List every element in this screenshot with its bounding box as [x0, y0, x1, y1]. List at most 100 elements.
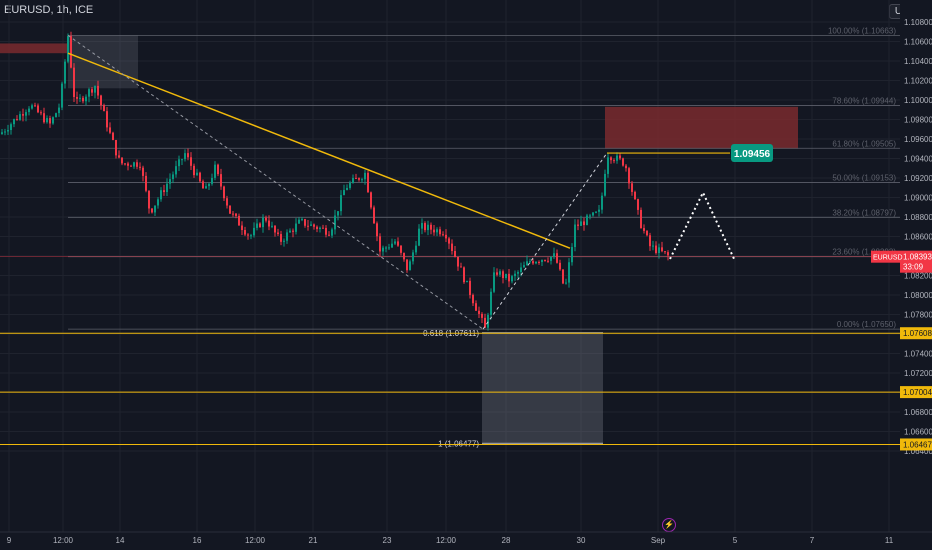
candle-body: [493, 272, 495, 292]
candle-body: [469, 280, 471, 295]
candle-body: [301, 219, 303, 221]
time-tick-label: 28: [502, 536, 511, 545]
candle-body: [154, 205, 156, 213]
candle-body: [133, 162, 135, 167]
level-price-tag-text: 1.07004: [903, 388, 932, 397]
candle-body: [556, 253, 558, 263]
candle-body: [655, 245, 657, 254]
candle-body: [490, 291, 492, 315]
candle-body: [298, 219, 300, 224]
candle-body: [295, 223, 297, 232]
candle-body: [211, 177, 213, 184]
trendline: [67, 52, 571, 249]
price-tick-label: 1.10400: [904, 57, 932, 66]
candle-body: [118, 155, 120, 158]
candle-body: [109, 127, 111, 133]
time-tick-label: 23: [383, 536, 392, 545]
price-tick-label: 1.10600: [904, 38, 932, 47]
candle-body: [454, 250, 456, 257]
candle-body: [514, 273, 516, 277]
price-tick-label: 1.10200: [904, 77, 932, 86]
candle-body: [19, 114, 21, 120]
candle-body: [526, 261, 528, 266]
price-tick-label: 1.09600: [904, 135, 932, 144]
symbol-title[interactable]: EURUSD, 1h, ICE: [4, 4, 94, 16]
candle-body: [229, 205, 231, 214]
candle-body: [46, 118, 48, 123]
current-price-countdown: 33:09: [903, 263, 924, 272]
supply-zone-left: [0, 43, 68, 54]
time-tick-label: 11: [885, 536, 894, 545]
candle-body: [232, 213, 234, 215]
candle-body: [445, 234, 447, 239]
candle-body: [478, 310, 480, 314]
candle-body: [142, 167, 144, 176]
fib-retracement-label: 78.60% (1.09944): [832, 96, 896, 105]
candle-body: [259, 223, 261, 228]
candle-body: [628, 168, 630, 184]
current-price-value: 1.08393: [903, 253, 932, 262]
candle-body: [100, 95, 102, 106]
fib-retracement-label: 50.00% (1.09153): [832, 174, 896, 183]
candle-body: [184, 153, 186, 160]
candle-body: [334, 215, 336, 230]
supply-zone-right: [605, 106, 798, 149]
price-tick-label: 1.10000: [904, 96, 932, 105]
candle-body: [136, 162, 138, 167]
candle-body: [82, 97, 84, 102]
candle-body: [586, 215, 588, 226]
candle-body: [37, 105, 39, 113]
candle-body: [496, 272, 498, 275]
candle-body: [367, 172, 369, 193]
candle-body: [499, 271, 501, 275]
price-axis[interactable]: [900, 0, 932, 550]
candle-body: [421, 223, 423, 229]
fib-extension-box: [482, 332, 603, 444]
candle-body: [412, 252, 414, 262]
candle-body: [253, 227, 255, 236]
candle-body: [43, 113, 45, 123]
candle-body: [424, 223, 426, 231]
candle-body: [343, 190, 345, 196]
candle-body: [67, 36, 69, 62]
fib-retracement-label: 0.00% (1.07650): [837, 320, 896, 329]
candle-body: [40, 112, 42, 114]
candle-body: [28, 108, 30, 113]
candle-body: [103, 105, 105, 112]
candle-body: [364, 172, 366, 180]
level-price-tag: [900, 327, 932, 340]
candle-body: [661, 247, 663, 252]
candle-body: [7, 130, 9, 132]
candle-body: [619, 155, 621, 159]
time-tick-label: 16: [193, 536, 202, 545]
candle-body: [196, 172, 198, 176]
candle-body: [529, 261, 531, 263]
candle-body: [664, 251, 666, 253]
time-axis[interactable]: [0, 532, 932, 550]
time-tick-label: 5: [733, 536, 738, 545]
candle-body: [250, 235, 252, 237]
price-tick-label: 1.09400: [904, 155, 932, 164]
candle-body: [358, 178, 360, 180]
candle-body: [616, 155, 618, 161]
candle-body: [451, 243, 453, 251]
candle-body: [325, 227, 327, 235]
fib-retracement-label: 100.00% (1.10663): [828, 26, 896, 35]
candle-body: [646, 230, 648, 236]
candle-body: [361, 179, 363, 181]
time-tick-label: 12:00: [436, 536, 457, 545]
highlight-price-text: 1.09456: [734, 149, 771, 160]
candle-body: [613, 160, 615, 162]
candle-body: [565, 282, 567, 284]
candle-body: [205, 186, 207, 189]
candle-body: [115, 139, 117, 156]
candle-body: [475, 303, 477, 311]
candle-body: [640, 209, 642, 229]
candle-body: [181, 159, 183, 161]
candle-body: [427, 224, 429, 231]
candle-body: [226, 198, 228, 206]
price-tick-label: 1.09200: [904, 174, 932, 183]
candle-body: [223, 186, 225, 199]
candle-body: [178, 159, 180, 167]
